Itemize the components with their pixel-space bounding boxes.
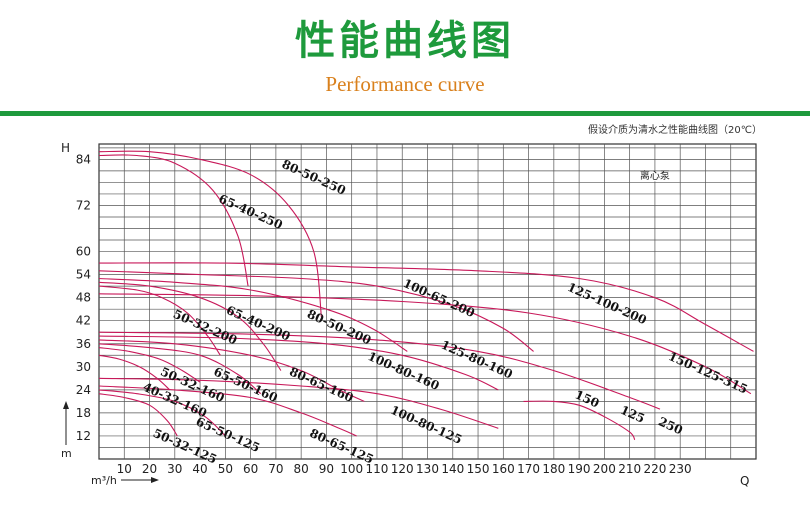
x-tick-label: 230	[669, 462, 692, 476]
y-axis-label: H	[61, 141, 70, 155]
y-tick-label: 54	[76, 268, 91, 282]
curve-65-40-200	[98, 281, 282, 371]
page-title: 性能曲线图	[295, 18, 515, 64]
curve-label: 80-50-200	[305, 307, 373, 348]
y-tick-label: 12	[76, 429, 91, 443]
curve-50-32-125	[98, 393, 178, 437]
curve-label: 125-100-200	[565, 280, 648, 327]
curve-125-80-160	[98, 331, 661, 410]
x-tick-label: 40	[192, 462, 207, 476]
curve-65-40-250	[98, 154, 249, 287]
curve-150-125-315	[98, 293, 752, 395]
y-tick-label: 84	[76, 152, 91, 166]
x-tick-label: 100	[340, 462, 363, 476]
x-tick-label: 30	[167, 462, 182, 476]
x-tick-label: 180	[542, 462, 565, 476]
curve-label: 150-125-315	[666, 349, 749, 396]
x-tick-label: 20	[142, 462, 157, 476]
y-tick-label: 72	[76, 198, 91, 212]
curve-label: 80-65-160	[287, 364, 355, 405]
x-tick-label: 140	[441, 462, 464, 476]
y-tick-label: 18	[76, 406, 91, 420]
curve-150-125-250	[523, 400, 636, 441]
curve-65-50-125	[98, 389, 226, 437]
curve-label: 125	[618, 403, 647, 426]
x-tick-label: 10	[117, 462, 132, 476]
x-axis-label: Q	[740, 474, 749, 488]
x-tick-label: 60	[243, 462, 258, 476]
y-axis-arrow-head	[63, 401, 69, 409]
curve-125-100-200	[98, 262, 754, 352]
curve-label: 80-65-125	[308, 426, 376, 467]
x-axis-arrow-head	[151, 477, 159, 483]
curve-label: 150	[573, 387, 602, 410]
x-tick-label: 110	[366, 462, 389, 476]
annotation-bg	[630, 171, 680, 182]
curve-100-80-125	[98, 377, 499, 429]
curve-80-65-160	[98, 339, 365, 402]
x-tick-label: 90	[319, 462, 334, 476]
x-tick-label: 170	[517, 462, 540, 476]
curve-40-32-160	[98, 354, 171, 391]
curve-label: 80-50-250	[280, 157, 348, 198]
y-tick-label: 48	[76, 291, 91, 305]
x-tick-label: 70	[268, 462, 283, 476]
x-tick-label: 80	[294, 462, 309, 476]
x-tick-label: 200	[593, 462, 616, 476]
y-tick-label: 24	[76, 383, 91, 397]
y-tick-label: 60	[76, 245, 91, 259]
curve-65-50-160	[98, 343, 262, 395]
x-tick-label: 190	[568, 462, 591, 476]
x-tick-label: 220	[643, 462, 666, 476]
chart-note: 假设介质为清水之性能曲线图（20℃）	[588, 125, 762, 136]
curve-50-32-160	[98, 347, 201, 383]
curve-label: 100-65-200	[401, 276, 477, 320]
curve-100-80-160	[98, 335, 499, 391]
header-divider	[0, 111, 810, 116]
y-tick-label: 36	[76, 337, 91, 351]
x-axis-unit: m³/h	[91, 474, 117, 487]
curve-80-65-125	[98, 385, 357, 437]
curve-100-65-200	[98, 270, 534, 352]
x-tick-label: 50	[218, 462, 233, 476]
x-tick-label: 210	[618, 462, 641, 476]
page-subtitle: Performance curve	[325, 72, 485, 96]
x-tick-label: 120	[391, 462, 414, 476]
x-tick-label: 130	[416, 462, 439, 476]
x-tick-label: 160	[492, 462, 515, 476]
curve-80-50-250	[98, 150, 322, 317]
y-axis-unit: m	[61, 447, 72, 460]
y-tick-label: 42	[76, 314, 91, 328]
x-tick-label: 150	[467, 462, 490, 476]
chart-annotation: 离心泵	[640, 169, 670, 182]
y-tick-label: 30	[76, 360, 91, 374]
